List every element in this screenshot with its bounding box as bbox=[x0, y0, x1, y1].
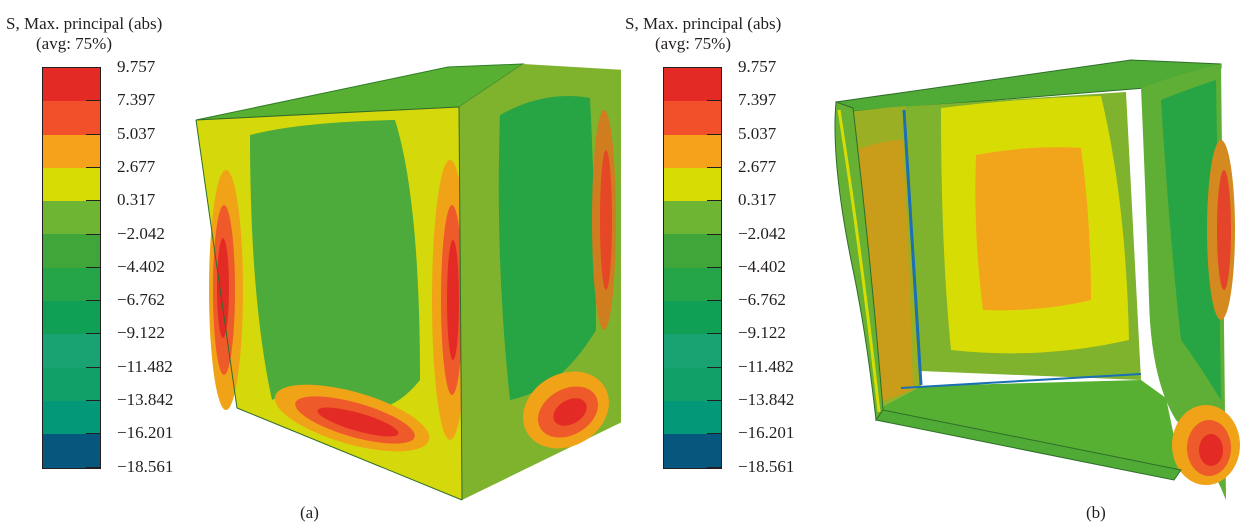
legend-tick-label: 0.317 bbox=[117, 190, 156, 210]
legend-tick-mark bbox=[86, 300, 100, 302]
legend-tick-mark bbox=[86, 166, 100, 168]
legend-color-swatch bbox=[664, 334, 721, 368]
legend-tick-label: 0.317 bbox=[738, 190, 777, 210]
legend-tick-mark bbox=[707, 333, 721, 335]
legend-tick-mark bbox=[707, 400, 721, 401]
legend-tick-label: 9.757 bbox=[738, 57, 777, 76]
legend-tick-mark bbox=[707, 166, 721, 168]
legend-tick-mark bbox=[707, 233, 721, 235]
caption-b: (b) bbox=[1086, 503, 1106, 522]
legend-tick-label: −18.561 bbox=[117, 456, 174, 476]
legend-tick-label: 9.757 bbox=[117, 57, 156, 76]
legend-color-swatch bbox=[664, 167, 721, 202]
legend-tick-label: −11.482 bbox=[117, 356, 173, 376]
legend-color-swatch bbox=[664, 68, 721, 102]
legend-color-swatch bbox=[43, 334, 100, 368]
legend-tick-mark bbox=[86, 466, 100, 468]
legend-title-line1: S, Max. principal (abs) bbox=[625, 14, 782, 33]
stress-contour-model-b bbox=[834, 59, 1240, 500]
legend-tick-mark bbox=[707, 466, 721, 468]
legend-tick-label: −2.042 bbox=[738, 223, 786, 243]
legend-tick-mark bbox=[707, 133, 721, 135]
legend-color-swatch bbox=[43, 201, 100, 235]
legend-tick-label: −9.122 bbox=[738, 323, 786, 343]
legend-tick-label: −11.482 bbox=[738, 356, 794, 376]
legend-color-swatch bbox=[664, 101, 721, 135]
legend-tick-mark bbox=[86, 400, 100, 401]
legend-tick-mark bbox=[707, 67, 721, 68]
legend-color-bar bbox=[42, 67, 101, 469]
legend-tick-label: 7.397 bbox=[738, 90, 777, 110]
legend-title-line2: (avg: 75%) bbox=[655, 34, 732, 53]
legend-color-swatch bbox=[664, 301, 721, 335]
legend-color-swatch bbox=[664, 201, 721, 235]
legend-tick-label: −16.201 bbox=[738, 423, 795, 443]
legend-tick-mark bbox=[707, 366, 721, 368]
legend-tick-mark bbox=[707, 433, 721, 435]
legend-tick-mark bbox=[707, 100, 721, 102]
legend-title-line1: S, Max. principal (abs) bbox=[6, 14, 163, 33]
legend-tick-label: −13.842 bbox=[738, 390, 795, 409]
legend-color-swatch bbox=[664, 234, 721, 268]
legend-tick-label: −18.561 bbox=[738, 456, 795, 476]
legend-color-swatch bbox=[43, 400, 100, 435]
legend-color-swatch bbox=[43, 234, 100, 268]
legend-tick-label: −9.122 bbox=[117, 323, 165, 343]
legend-tick-label: 7.397 bbox=[117, 90, 156, 110]
legend-tick-label: −2.042 bbox=[117, 223, 165, 243]
legend-color-swatch bbox=[43, 301, 100, 335]
legend-color-swatch bbox=[43, 167, 100, 202]
panel-b: S, Max. principal (abs) (avg: 75%) 9.757… bbox=[621, 0, 1242, 528]
legend-color-swatch bbox=[664, 367, 721, 401]
legend-tick-mark bbox=[86, 200, 100, 202]
stress-contour-model-a bbox=[195, 63, 621, 501]
legend-tick-mark bbox=[707, 300, 721, 302]
legend-title: S, Max. principal (abs) (avg: 75%) bbox=[625, 14, 781, 54]
legend-color-swatch bbox=[43, 134, 100, 168]
legend-color-swatch bbox=[43, 267, 100, 302]
legend-tick-mark bbox=[707, 200, 721, 202]
legend-color-swatch bbox=[664, 267, 721, 302]
legend-color-swatch bbox=[664, 134, 721, 168]
legend-tick-mark bbox=[86, 67, 100, 68]
legend-color-swatch bbox=[43, 101, 100, 135]
legend-tick-label: 2.677 bbox=[738, 156, 777, 176]
legend-tick-mark bbox=[86, 100, 100, 102]
legend-tick-label: −6.762 bbox=[117, 290, 165, 310]
legend-title-line2: (avg: 75%) bbox=[36, 34, 113, 53]
legend-tick-label: 5.037 bbox=[117, 123, 156, 143]
legend-tick-label: −4.402 bbox=[738, 256, 786, 276]
legend-tick-mark bbox=[86, 333, 100, 335]
legend-tick-label: −16.201 bbox=[117, 423, 174, 443]
legend-color-swatch bbox=[43, 367, 100, 401]
legend-color-swatch bbox=[664, 400, 721, 435]
legend-title: S, Max. principal (abs) (avg: 75%) bbox=[6, 14, 162, 54]
caption-a: (a) bbox=[300, 503, 319, 522]
legend-color-swatch bbox=[43, 434, 100, 468]
legend-tick-mark bbox=[707, 266, 721, 268]
legend-tick-label: −4.402 bbox=[117, 256, 165, 276]
legend-tick-label: 2.677 bbox=[117, 156, 156, 176]
legend-tick-mark bbox=[86, 433, 100, 435]
legend-color-bar bbox=[663, 67, 722, 469]
legend-tick-mark bbox=[86, 133, 100, 135]
legend-tick-mark bbox=[86, 266, 100, 268]
legend-color-swatch bbox=[664, 434, 721, 468]
legend-tick-label: 5.037 bbox=[738, 123, 777, 143]
legend-tick-label: −13.842 bbox=[117, 390, 174, 409]
legend-tick-mark bbox=[86, 233, 100, 235]
panel-a: S, Max. principal (abs) (avg: 75%) 9.757… bbox=[6, 14, 621, 522]
legend-tick-mark bbox=[86, 366, 100, 368]
legend-tick-label: −6.762 bbox=[738, 290, 786, 310]
legend-color-swatch bbox=[43, 68, 100, 102]
